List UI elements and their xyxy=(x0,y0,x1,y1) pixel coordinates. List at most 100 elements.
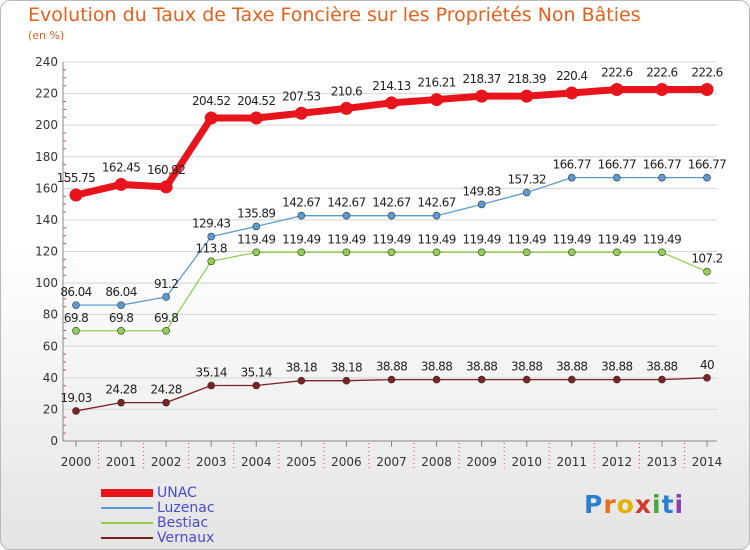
data-point-luzenac xyxy=(703,173,711,182)
data-label-luzenac: 166.77 xyxy=(643,158,681,172)
logo-letter: o xyxy=(616,490,635,519)
data-point-bestiac xyxy=(658,248,666,257)
legend-label: Vernaux xyxy=(157,530,215,546)
data-point-vernaux xyxy=(207,381,216,390)
data-label-unac: 155.75 xyxy=(57,171,95,185)
logo-letter: r xyxy=(603,490,617,519)
data-label-vernaux: 38.88 xyxy=(421,360,452,374)
x-tick-label: 2002 xyxy=(151,455,182,469)
legend-swatch xyxy=(101,522,153,524)
data-point-luzenac xyxy=(162,293,170,301)
data-point-vernaux xyxy=(703,374,711,382)
data-point-unac xyxy=(69,188,83,202)
data-point-luzenac xyxy=(613,173,621,182)
data-point-luzenac xyxy=(387,211,396,220)
data-point-bestiac xyxy=(342,248,351,257)
data-point-luzenac xyxy=(342,211,351,220)
data-label-unac: 207.53 xyxy=(282,89,320,103)
y-tick-label: 60 xyxy=(43,339,58,353)
data-point-bestiac xyxy=(477,248,486,257)
x-tick-label: 2013 xyxy=(647,455,678,469)
data-label-luzenac: 166.77 xyxy=(598,158,636,172)
y-tick-label: 140 xyxy=(35,213,58,227)
legend-swatch xyxy=(101,507,153,509)
x-tick-label: 2003 xyxy=(196,455,227,469)
data-label-unac: 204.52 xyxy=(192,94,230,108)
logo-letter: x xyxy=(634,490,652,519)
data-label-luzenac: 142.67 xyxy=(327,196,365,210)
data-point-unac xyxy=(294,106,308,120)
y-tick-label: 120 xyxy=(35,245,58,259)
data-point-unac xyxy=(700,82,714,96)
legend-swatch xyxy=(101,489,153,497)
data-label-bestiac: 119.49 xyxy=(462,232,500,246)
data-point-unac xyxy=(339,101,353,115)
data-point-unac xyxy=(610,82,624,96)
data-point-bestiac xyxy=(252,248,261,257)
data-point-bestiac xyxy=(117,326,125,335)
y-tick-label: 240 xyxy=(35,55,58,69)
chart-title: Evolution du Taux de Taxe Foncière sur l… xyxy=(28,4,641,26)
data-label-unac: 160.92 xyxy=(147,163,185,177)
data-point-luzenac xyxy=(117,301,125,309)
data-point-unac xyxy=(385,96,398,110)
proxiti-logo: Proxiti xyxy=(584,490,684,519)
data-label-unac: 222.6 xyxy=(601,65,632,79)
data-point-vernaux xyxy=(567,375,576,384)
data-label-luzenac: 142.67 xyxy=(372,196,410,210)
data-point-luzenac xyxy=(207,232,216,241)
data-label-luzenac: 86.04 xyxy=(105,285,136,299)
data-point-vernaux xyxy=(613,375,621,384)
data-label-vernaux: 24.28 xyxy=(105,383,136,397)
data-point-bestiac xyxy=(703,267,711,276)
data-label-unac: 214.13 xyxy=(372,79,410,93)
y-tick-label: 160 xyxy=(35,181,58,195)
data-label-bestiac: 119.49 xyxy=(327,232,365,246)
logo-letter: i xyxy=(674,490,685,519)
data-label-bestiac: 119.49 xyxy=(598,232,636,246)
data-label-bestiac: 69.8 xyxy=(109,311,133,325)
data-point-bestiac xyxy=(567,248,576,257)
data-label-bestiac: 119.49 xyxy=(372,232,410,246)
y-tick-label: 0 xyxy=(50,434,58,448)
x-tick-label: 2011 xyxy=(557,455,588,469)
y-axis-unit: (en %) xyxy=(28,29,65,42)
data-label-bestiac: 119.49 xyxy=(417,232,455,246)
data-label-unac: 218.37 xyxy=(462,72,500,86)
data-label-bestiac: 119.49 xyxy=(508,232,546,246)
data-label-luzenac: 129.43 xyxy=(192,217,230,231)
data-point-vernaux xyxy=(252,381,261,390)
data-label-vernaux: 19.03 xyxy=(60,391,91,405)
y-tick-label: 20 xyxy=(43,402,58,416)
data-point-bestiac xyxy=(162,326,170,335)
y-tick-label: 180 xyxy=(35,150,58,164)
data-label-bestiac: 119.49 xyxy=(237,232,275,246)
x-tick-label: 2005 xyxy=(286,455,317,469)
data-point-vernaux xyxy=(522,375,531,384)
data-label-bestiac: 119.49 xyxy=(282,232,320,246)
data-label-luzenac: 149.83 xyxy=(462,184,500,198)
y-tick-label: 220 xyxy=(35,87,58,101)
data-point-bestiac xyxy=(297,248,306,257)
logo-letter: P xyxy=(584,490,604,519)
data-label-luzenac: 157.32 xyxy=(508,173,546,187)
data-label-bestiac: 119.49 xyxy=(553,232,591,246)
logo-letter: t xyxy=(661,490,675,519)
data-point-bestiac xyxy=(522,248,531,257)
data-label-luzenac: 91.2 xyxy=(154,277,178,291)
x-tick-label: 2000 xyxy=(61,455,92,469)
data-label-unac: 210.6 xyxy=(331,84,362,98)
x-tick-label: 2001 xyxy=(106,455,137,469)
data-point-vernaux xyxy=(387,375,396,384)
y-tick-label: 40 xyxy=(43,371,58,385)
legend-label: Luzenac xyxy=(157,500,215,516)
data-label-luzenac: 166.77 xyxy=(688,158,726,172)
data-point-luzenac xyxy=(477,200,486,209)
x-tick-label: 2004 xyxy=(241,455,272,469)
data-point-vernaux xyxy=(162,398,170,407)
data-label-vernaux: 40 xyxy=(700,358,714,372)
data-label-vernaux: 38.88 xyxy=(646,360,677,374)
data-label-unac: 162.45 xyxy=(102,160,140,174)
data-point-vernaux xyxy=(72,407,80,415)
